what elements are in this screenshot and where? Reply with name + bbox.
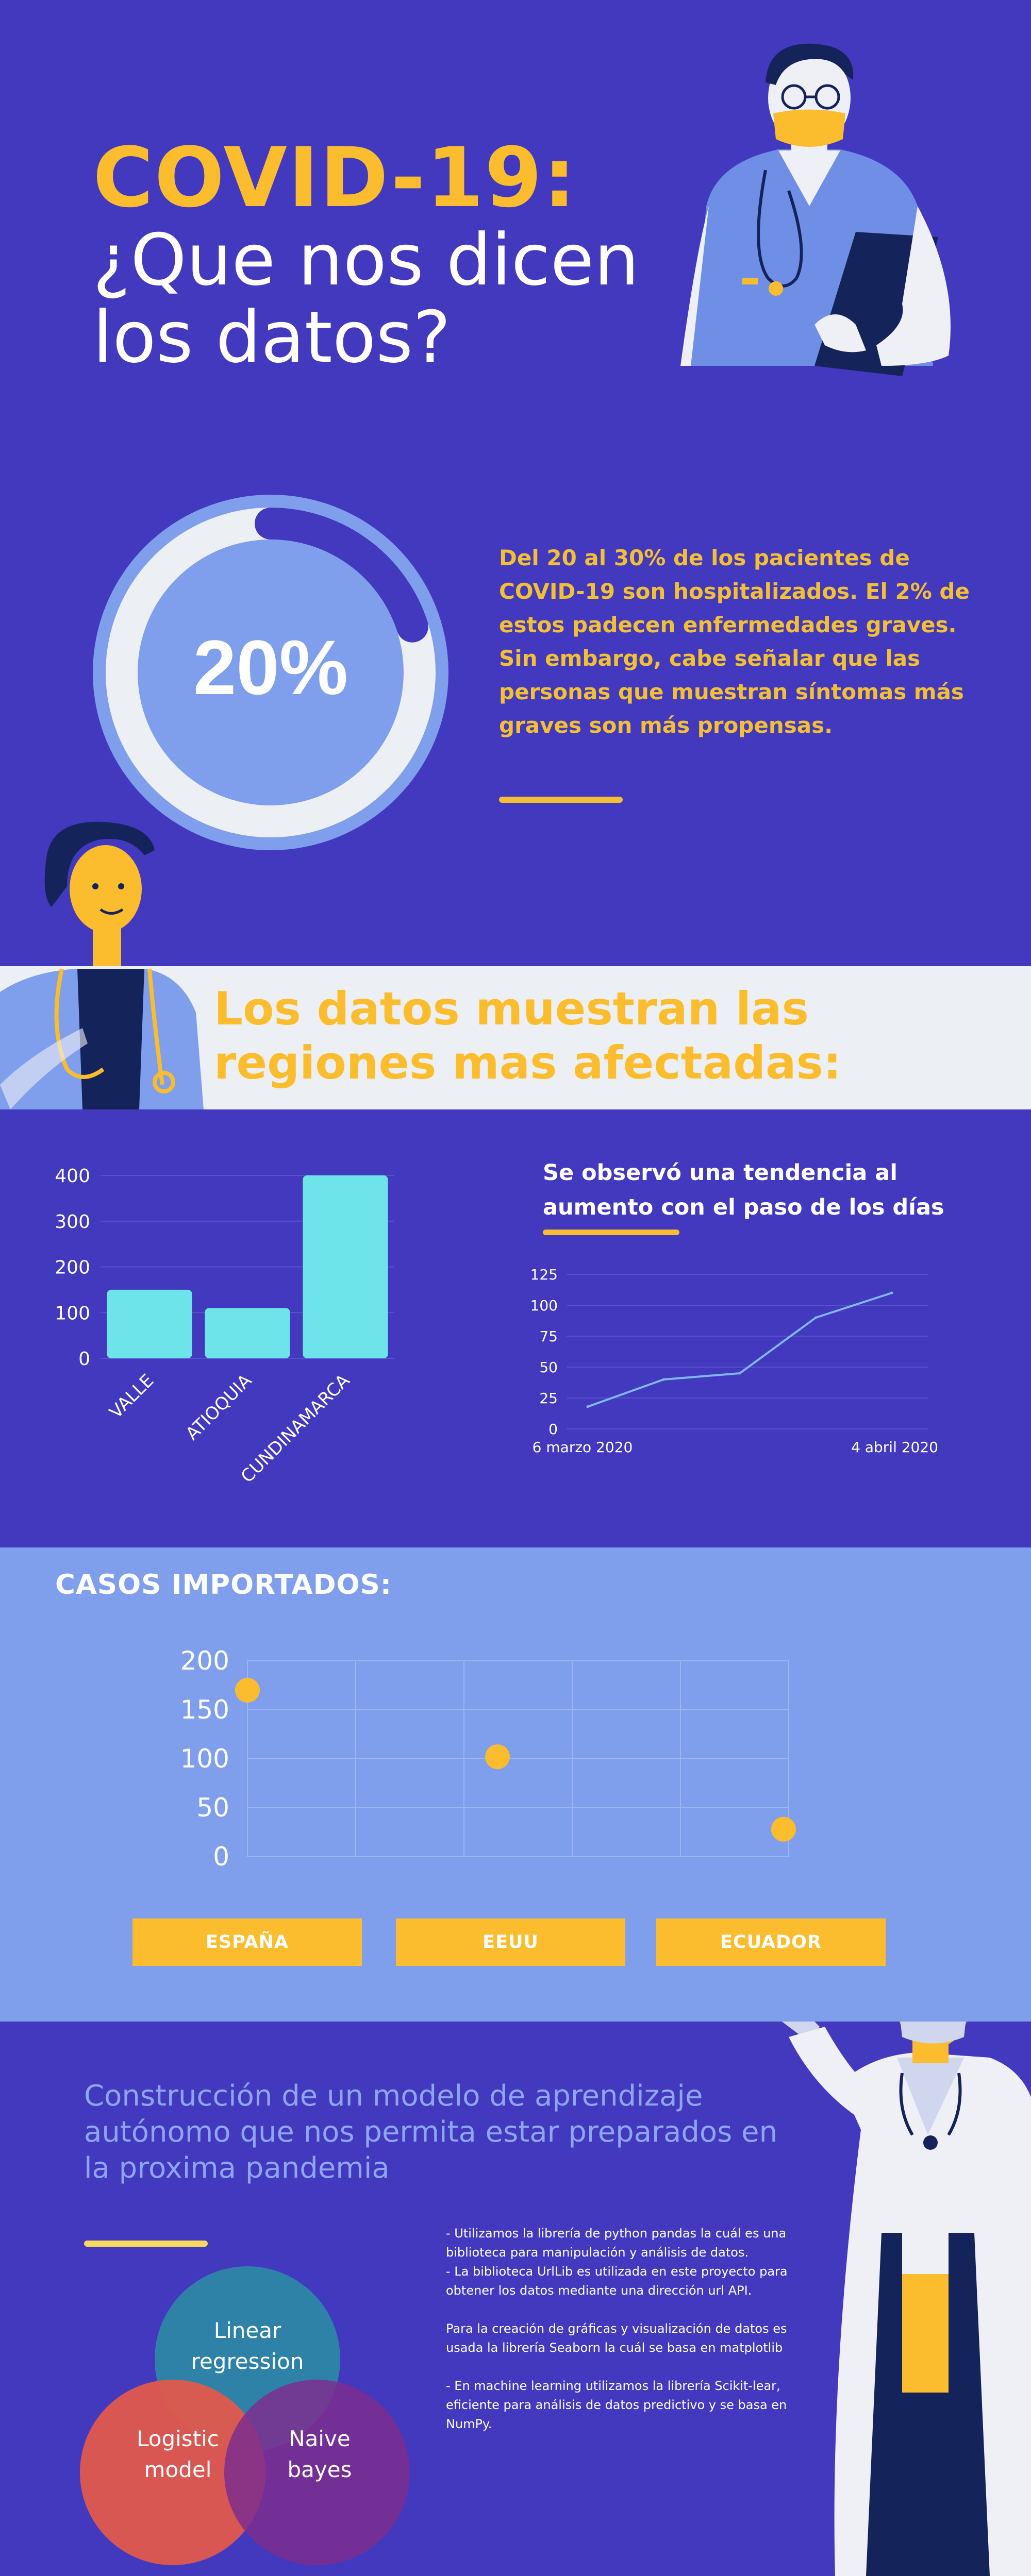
bar (303, 1175, 388, 1358)
line-point (586, 1405, 589, 1408)
line-ytick-label: 75 (539, 1328, 558, 1345)
hero-section: COVID-19: ¿Que nos dicen los datos? (0, 0, 1031, 412)
regions-title: Los datos muestran las regiones mas afec… (214, 982, 842, 1089)
scatter-ytick-label: 100 (180, 1744, 229, 1774)
scatter-ytick-label: 0 (213, 1842, 229, 1872)
scatter-point (485, 1744, 510, 1770)
line-ytick-label: 50 (539, 1359, 558, 1376)
trend-title: Se observó una tendencia al aumento con … (543, 1160, 944, 1220)
line-ytick-label: 100 (531, 1297, 558, 1314)
bar (205, 1308, 290, 1358)
line-point (662, 1378, 665, 1381)
line-point (890, 1291, 893, 1294)
trend-line-chart: 0 25 50 75 100 125 6 marzo 2020 4 abril 2020 (531, 1266, 938, 1456)
venn-label-logistic: Logistic model (137, 2426, 219, 2482)
line-point (738, 1372, 741, 1375)
ml-section: Construcción de un modelo de aprendizaje… (0, 2022, 1031, 2576)
venn-label-linear: Linear regression (191, 2318, 304, 2374)
line-point (814, 1316, 817, 1319)
page-title: COVID-19: (93, 129, 577, 226)
ml-note-sklearn: - En machine learning utilizamos la libr… (446, 2379, 787, 2431)
bar-ytick-label: 100 (55, 1303, 90, 1324)
venn-diagram (80, 2266, 410, 2565)
progress-arc (255, 508, 428, 643)
ml-note-pandas: - Utilizamos la librería de python panda… (446, 2226, 787, 2260)
country-button-ecuador[interactable]: ECUADOR (656, 1918, 886, 1966)
scatter-ytick-label: 200 (180, 1646, 229, 1676)
percentage-ring: 20% (93, 495, 448, 850)
bar-xtick-label: CUNDINAMARCA (237, 1370, 354, 1487)
venn-label-naive: Naive bayes (287, 2426, 352, 2482)
bar (107, 1289, 192, 1358)
scatter-ytick-label: 50 (196, 1793, 229, 1823)
stat-underline (499, 797, 623, 803)
bar-ytick-label: 0 (78, 1349, 90, 1370)
trend-underline (543, 1230, 679, 1235)
doctor-female-illustration-body (0, 968, 204, 1109)
doctor-clipboard-illustration (680, 43, 951, 376)
country-button-eeuu[interactable]: EEUU (396, 1918, 625, 1966)
scatter-point (771, 1816, 796, 1842)
stat-section: 20% Del 20 al 30% de los pacientes de CO… (0, 412, 1031, 966)
regions-banner: Los datos muestran las regiones mas afec… (0, 966, 1031, 1109)
imported-scatter-chart: 0 50 100 150 200 (180, 1646, 796, 1872)
ml-notes: - Utilizamos la librería de python panda… (446, 2224, 817, 2434)
venn-circle-logistic (80, 2380, 265, 2565)
country-button-espana[interactable]: ESPAÑA (132, 1918, 362, 1966)
ml-note-urllib: - La biblioteca UrlLib es utilizada en e… (446, 2264, 788, 2298)
bar-xtick-label: VALLE (106, 1370, 158, 1423)
ml-title: Construcción de un modelo de aprendizaje… (84, 2079, 778, 2185)
line-series (587, 1292, 892, 1408)
bar-ytick-label: 300 (55, 1211, 90, 1233)
bar-ytick-label: 200 (55, 1257, 90, 1278)
line-xtick-label: 4 abril 2020 (851, 1439, 938, 1456)
scatter-point (235, 1678, 260, 1703)
charts-section: 0 100 200 300 400 VALLE ATIOQUIA CUNDINAMARCA S… (0, 1109, 1031, 1547)
page-subtitle: ¿Que nos dicen los datos? (93, 218, 639, 379)
percentage-label: 20% (193, 624, 348, 711)
imported-cases-section: CASOS IMPORTADOS: 0 50 100 150 200 ESPAÑA EE… (0, 1547, 1031, 2022)
doctor-labcoat-illustration (781, 2022, 1031, 2576)
imported-title: CASOS IMPORTADOS: (55, 1569, 392, 1601)
ml-note-seaborn: Para la creación de gráficas y visualiza… (446, 2321, 787, 2355)
line-xtick-label: 6 marzo 2020 (533, 1439, 633, 1456)
stat-description: Del 20 al 30% de los pacientes de COVID-… (499, 545, 970, 738)
line-ytick-label: 125 (531, 1266, 558, 1283)
scatter-ytick-label: 150 (180, 1695, 229, 1725)
bar-ytick-label: 400 (55, 1166, 90, 1187)
venn-circle-naive (224, 2380, 410, 2565)
ml-underline (84, 2241, 208, 2247)
line-ytick-label: 0 (548, 1421, 558, 1438)
bar-xtick-label: ATIOQUIA (182, 1370, 256, 1444)
line-ytick-label: 25 (539, 1390, 558, 1407)
doctor-female-illustration-head (44, 821, 155, 966)
